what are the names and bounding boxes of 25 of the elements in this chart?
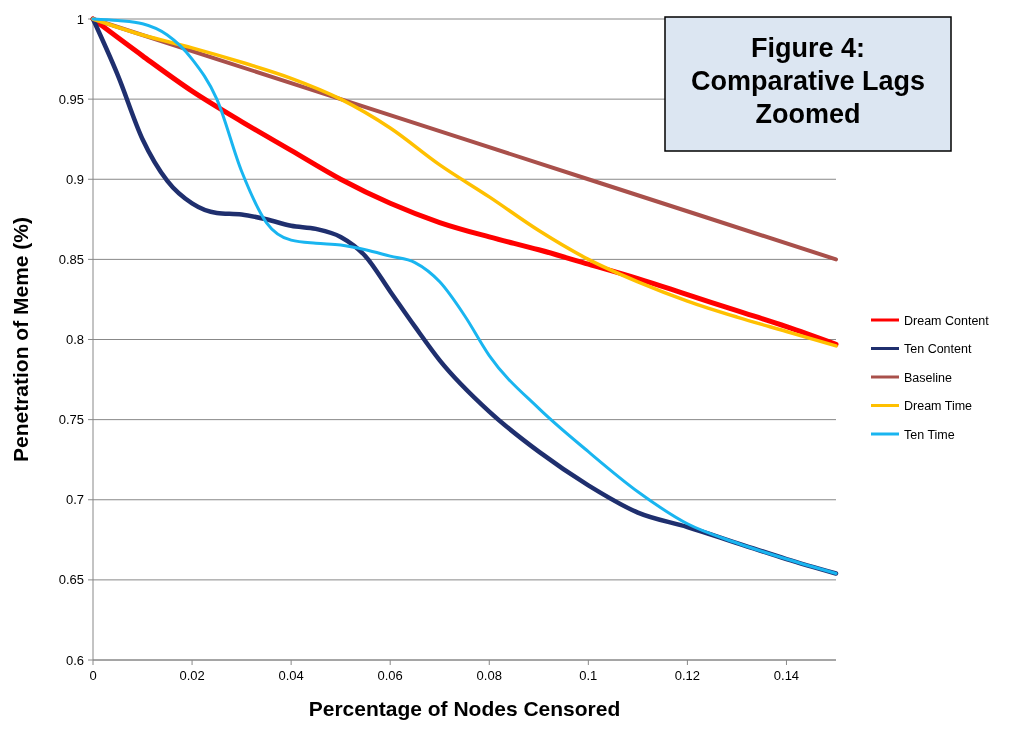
x-tick-label: 0.06 [377,668,403,683]
legend-label: Baseline [904,370,952,385]
y-tick-label: 0.95 [58,91,84,107]
y-tick-label: 0.75 [58,412,84,428]
x-axis-title: Percentage of Nodes Censored [308,697,621,720]
legend-label: Ten Time [904,427,955,442]
y-tick-label: 0.7 [65,492,84,508]
y-tick-label: 1 [76,11,84,27]
y-tick-label: 0.8 [65,332,84,347]
y-tick-label: 0.6 [65,652,84,668]
y-axis-title: Penetration of Meme (%) [9,216,32,463]
legend-label: Ten Content [904,342,972,356]
y-tick-label: 0.65 [58,572,84,588]
x-tick-label: 0.14 [773,668,800,683]
x-tick-label: 0.1 [579,668,598,683]
x-tick-label: 0 [89,668,97,683]
text: Figure 4: Comparative Lags Zoomed [690,33,926,129]
x-tick-label: 0.04 [278,668,304,683]
y-tick-label: 0.85 [58,251,84,267]
x-tick-label: 0.12 [674,668,701,683]
x-tick-label: 0.02 [179,668,205,683]
y-tick-label: 0.9 [65,171,84,187]
legend-label: Dream Content [904,313,990,328]
x-tick-label: 0.08 [476,668,502,683]
legend-label: Dream Time [904,399,973,413]
